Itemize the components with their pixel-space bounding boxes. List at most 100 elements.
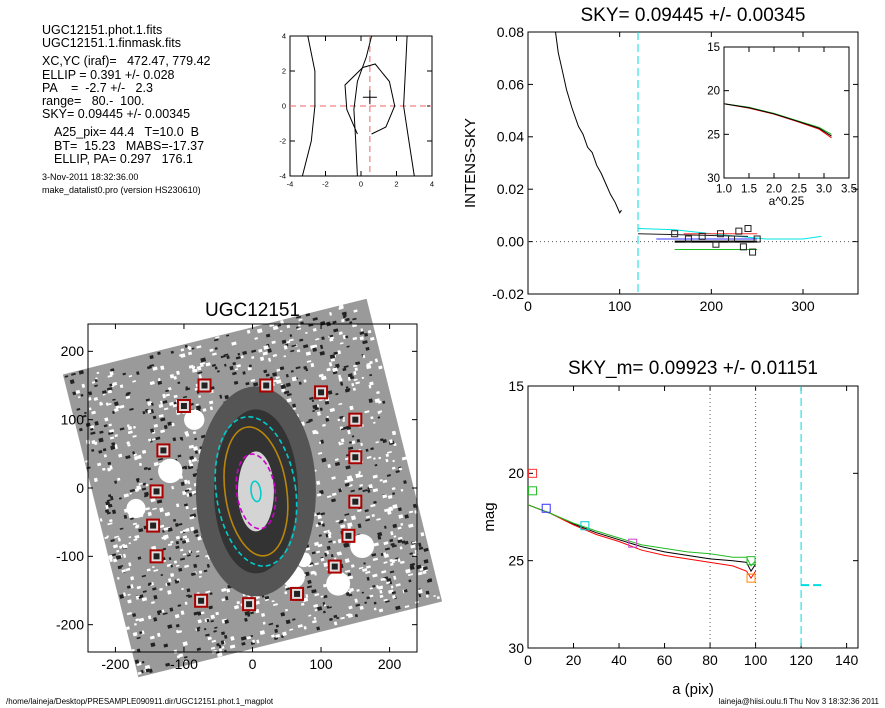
image-speckle [156,632,161,638]
image-speckle [174,522,179,528]
image-speckle [324,400,330,405]
image-speckle [382,494,388,499]
image-speckle [133,425,136,429]
image-speckle [141,597,148,602]
image-speckle [351,382,355,387]
sky-title: SKY= 0.09445 +/- 0.00345 [580,5,805,26]
image-speckle [107,461,112,466]
image-speckle [372,557,379,562]
image-speckle [78,369,84,375]
image-speckle [362,568,368,572]
image-speckle [151,437,157,441]
y-tick-label: 25 [508,553,524,569]
image-speckle [202,408,207,412]
image-speckle [94,378,98,383]
image-speckle [224,649,227,652]
image-speckle [166,582,171,587]
image-speckle [390,585,394,589]
image-speckle [188,351,193,356]
image-speckle [384,525,387,529]
image-speckle [138,482,143,486]
image-speckle [297,327,302,331]
info-line: ELLIP, PA= 0.297 176.1 [54,151,193,166]
image-speckle [286,393,292,397]
x-tick-label: -4 [287,180,294,189]
image-speckle [112,410,115,414]
image-speckle [375,441,379,444]
y-tick-label: -200 [56,617,84,633]
image-speckle [314,541,320,546]
y-tick-label: 0.06 [497,76,524,92]
image-speckle [82,414,87,418]
image-speckle [162,535,167,539]
image-speckle [205,633,210,637]
image-speckle [331,476,336,480]
image-speckle [380,438,384,442]
image-speckle [312,429,318,435]
image-speckle [165,662,171,667]
image-speckle [377,585,384,590]
image-speckle [378,365,383,370]
image-speckle [374,464,378,467]
image-speckle [332,320,337,324]
image-speckle [326,495,332,499]
info-line: SKY= 0.09445 +/- 0.00345 [42,107,191,122]
image-speckle [326,545,331,551]
image-speckle [340,616,345,620]
x-tick-label: 200 [700,298,724,314]
image-speckle [359,484,363,487]
image-speckle [392,492,396,495]
x-tick-label: 60 [657,652,673,668]
image-speckle [139,631,143,635]
image-speckle [392,523,398,529]
sky-square [698,232,706,240]
image-speckle [172,437,177,442]
image-speckle [353,309,358,313]
image-speckle [114,480,118,484]
image-speckle [393,575,397,580]
image-speckle [152,415,157,420]
image-speckle [317,606,323,611]
masked-star [126,498,146,519]
image-speckle [343,365,349,369]
image-speckle [180,436,184,441]
image-speckle [128,374,133,378]
image-speckle [372,474,378,479]
mag-marker [541,503,551,513]
image-speckle [111,442,116,446]
mag-marker [746,573,756,583]
image-speckle [112,544,118,549]
contour-line [403,35,415,177]
image-speckle [342,419,346,422]
image-speckle [187,480,191,485]
image-speckle [136,454,142,460]
image-speckle [255,608,260,614]
image-speckle [272,353,278,358]
image-speckle [200,357,207,363]
image-speckle [308,564,314,568]
masked-star [184,409,205,430]
image-speckle [195,403,199,406]
image-speckle [111,509,117,515]
image-speckle [190,347,195,350]
image-speckle [333,351,339,355]
sky-series [555,31,622,214]
image-speckle [417,588,423,594]
image-speckle [122,372,127,376]
image-speckle [149,380,155,386]
image-speckle [404,605,410,609]
image-speckle [185,594,191,597]
image-speckle [258,348,263,353]
image-speckle [404,514,409,519]
image-speckle [400,522,404,526]
image-speckle [199,362,206,366]
image-speckle [178,567,183,572]
image-speckle [340,519,344,523]
image-speckle [367,489,371,493]
image-speckle [180,481,185,487]
image-speckle [334,461,341,467]
image-speckle [303,379,307,383]
image-speckle [388,506,393,511]
image-speckle [128,542,131,545]
image-speckle [160,429,166,434]
